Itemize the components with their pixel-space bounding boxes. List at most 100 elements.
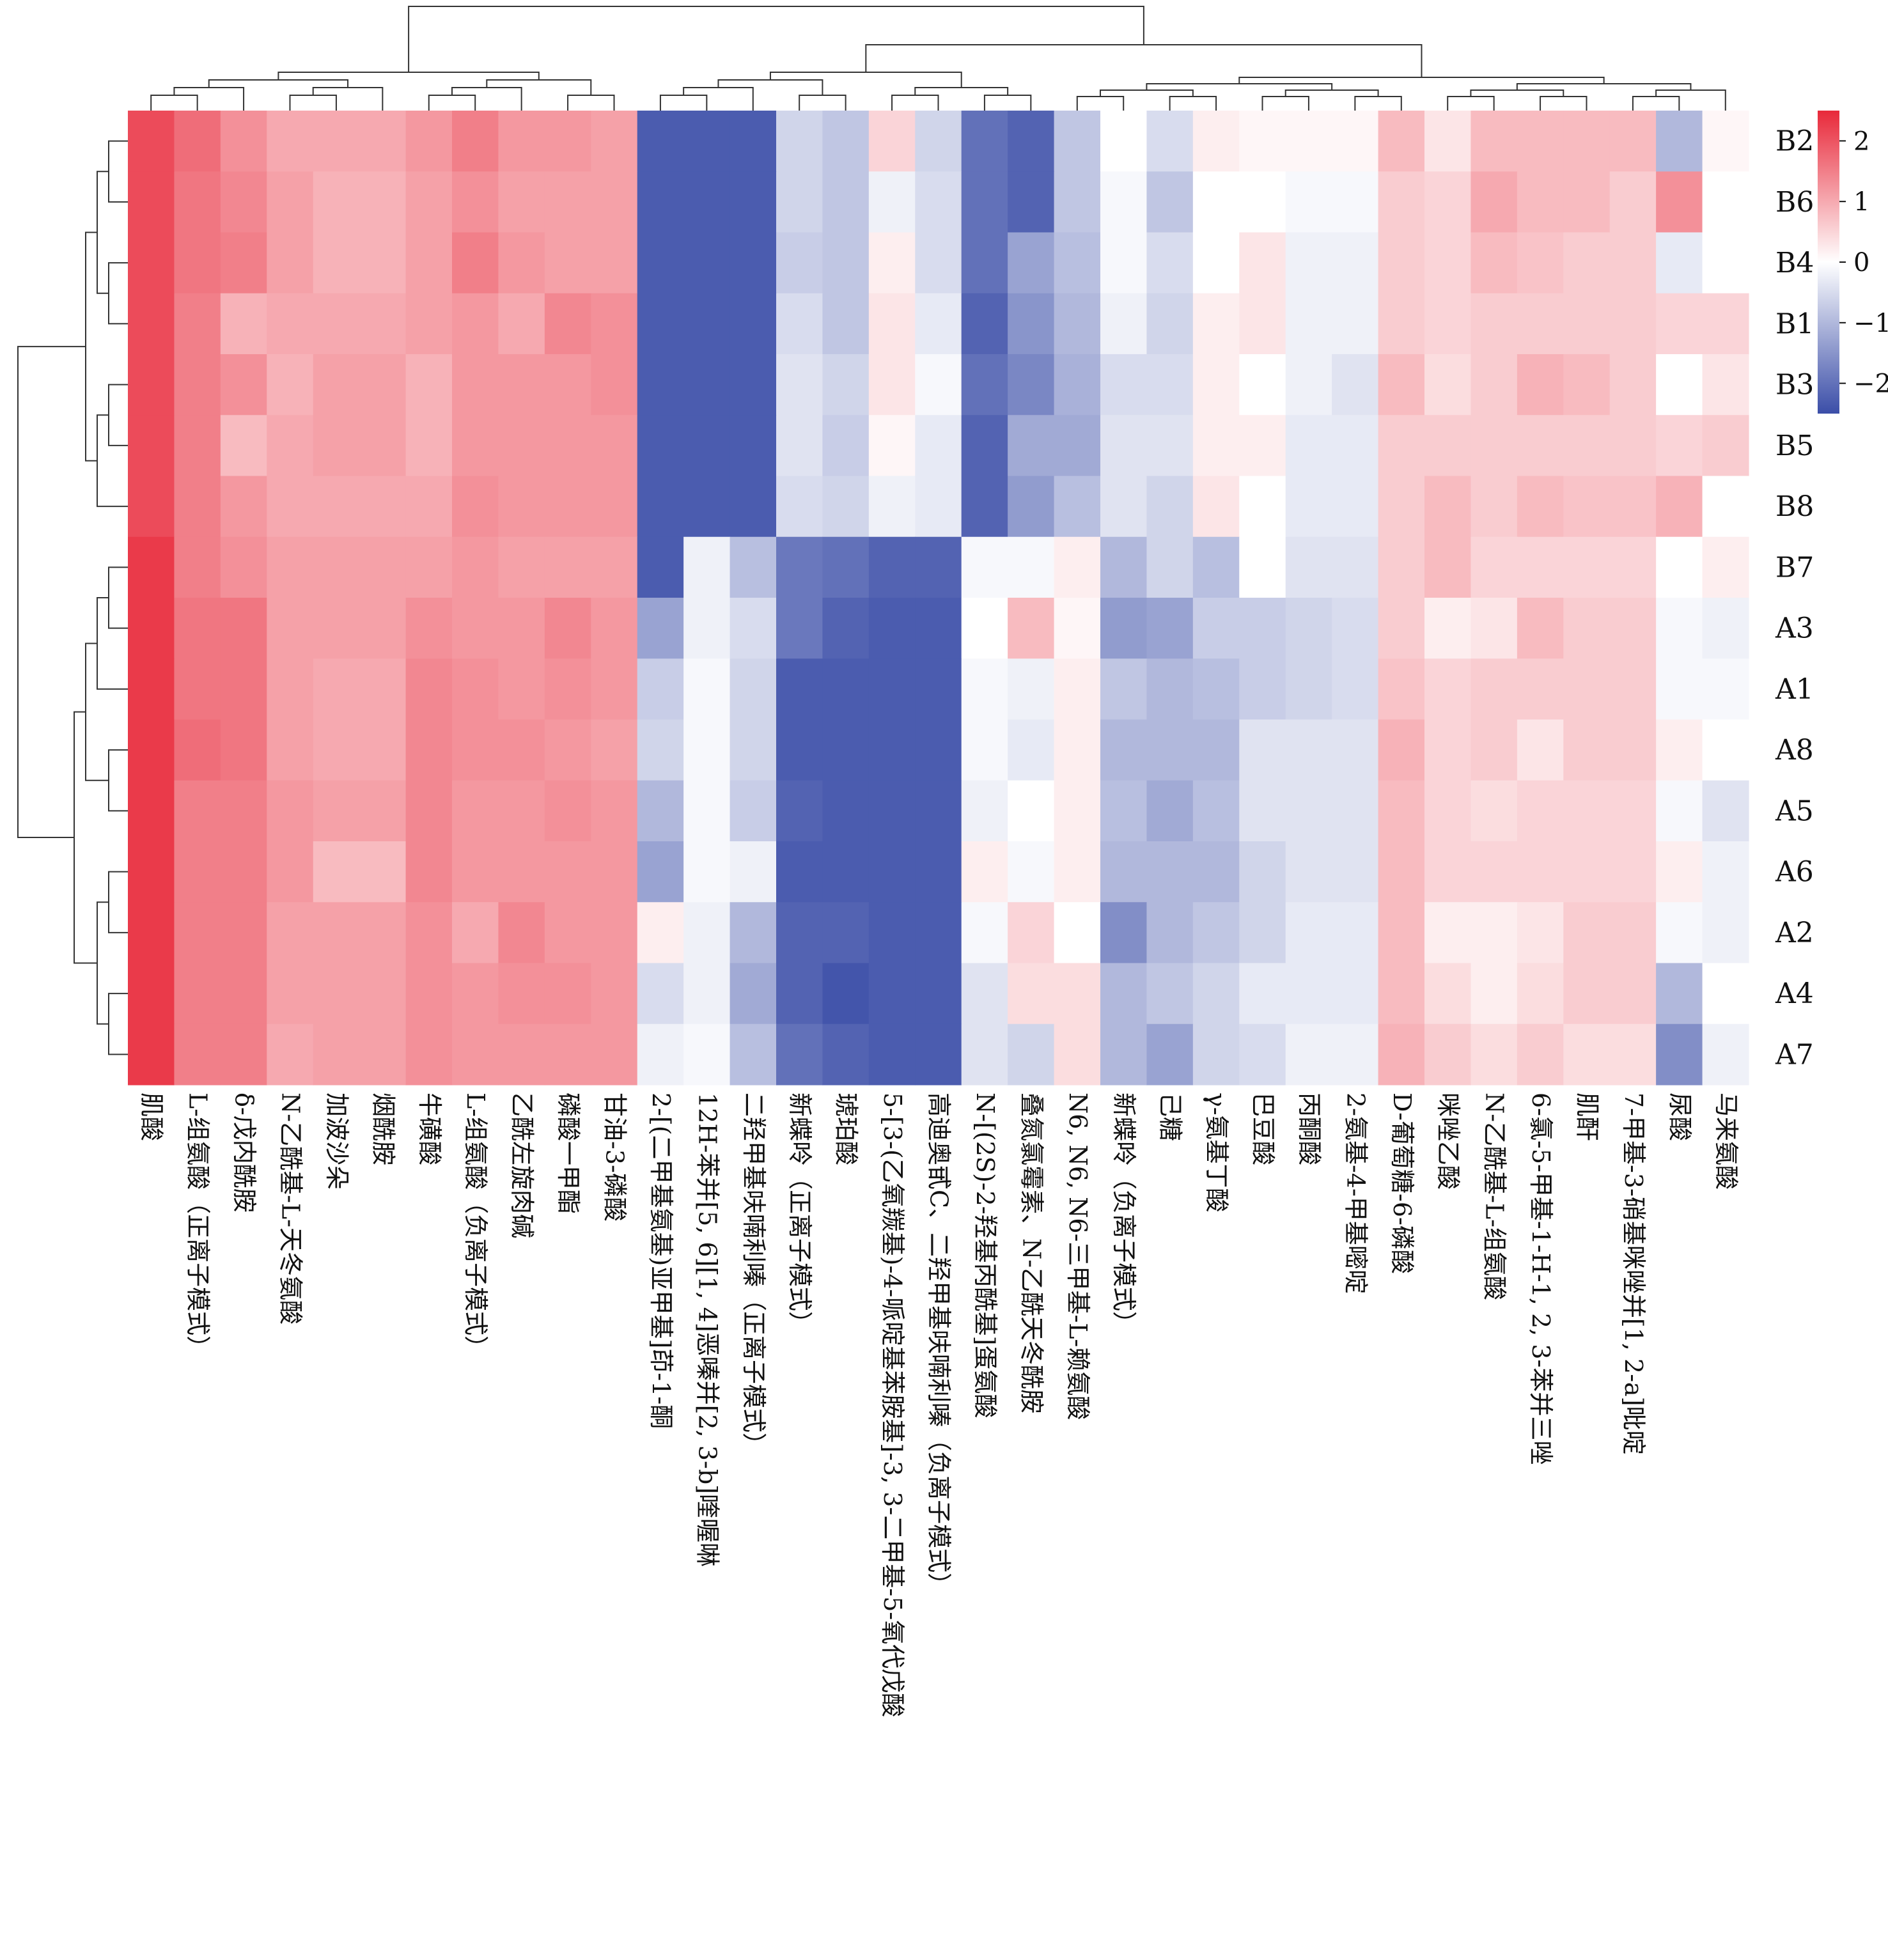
heatmap-cell bbox=[313, 1023, 360, 1085]
heatmap-cell bbox=[544, 232, 591, 294]
heatmap-cell bbox=[1424, 536, 1472, 598]
color-scale-tick-label: −2 bbox=[1853, 369, 1888, 399]
dendrogram-link bbox=[1470, 89, 1564, 97]
heatmap-cell bbox=[915, 354, 962, 416]
heatmap-cell bbox=[1192, 780, 1240, 842]
heatmap-cell bbox=[1192, 841, 1240, 903]
heatmap-cell bbox=[1285, 293, 1332, 355]
heatmap-cell bbox=[544, 902, 591, 964]
heatmap-cell bbox=[961, 902, 1008, 964]
heatmap-cell bbox=[174, 1023, 221, 1085]
heatmap-cell bbox=[1471, 354, 1518, 416]
heatmap-cell bbox=[1563, 293, 1611, 355]
heatmap-cell bbox=[1239, 658, 1286, 720]
color-scale-tick-label: 0 bbox=[1853, 248, 1869, 277]
row-label: B3 bbox=[1775, 369, 1814, 401]
heatmap-cell bbox=[1424, 841, 1472, 903]
heatmap-cell bbox=[1054, 232, 1101, 294]
heatmap-cell bbox=[1008, 111, 1055, 172]
heatmap-cell bbox=[1424, 476, 1472, 538]
heatmap-cell bbox=[359, 293, 407, 355]
heatmap-cell bbox=[1656, 780, 1703, 842]
heatmap-cell bbox=[128, 658, 175, 720]
heatmap-cell bbox=[174, 902, 221, 964]
heatmap-cell bbox=[683, 536, 731, 598]
heatmap-cell bbox=[961, 111, 1008, 172]
heatmap-cell bbox=[1192, 598, 1240, 659]
heatmap-cell bbox=[1378, 902, 1425, 964]
heatmap-cell bbox=[267, 902, 314, 964]
heatmap-cell bbox=[683, 841, 731, 903]
heatmap-cell bbox=[313, 658, 360, 720]
heatmap-cell bbox=[1332, 963, 1379, 1025]
heatmap-cell bbox=[220, 415, 267, 477]
heatmap-cell bbox=[1656, 536, 1703, 598]
dendrogram-link bbox=[85, 231, 97, 462]
heatmap-cell bbox=[822, 780, 870, 842]
heatmap-cell bbox=[544, 841, 591, 903]
heatmap-cell bbox=[1517, 1023, 1564, 1085]
heatmap-cell bbox=[544, 598, 591, 659]
heatmap-cell bbox=[128, 354, 175, 416]
heatmap-cell bbox=[1332, 658, 1379, 720]
heatmap-cell bbox=[1563, 111, 1611, 172]
column-label: N-[(2S)-2-羟基丙酰基]蛋氨酸 bbox=[971, 1093, 999, 1418]
heatmap-cell bbox=[1517, 111, 1564, 172]
heatmap-cell bbox=[1285, 354, 1332, 416]
heatmap-cell bbox=[961, 232, 1008, 294]
heatmap-cell bbox=[1100, 719, 1148, 781]
heatmap-cell bbox=[498, 780, 545, 842]
heatmap-cell bbox=[822, 902, 870, 964]
dendrogram-link bbox=[408, 6, 1144, 72]
heatmap-cell bbox=[313, 171, 360, 233]
column-label: 12H-苯并[5, 6][1, 4]恶嗪并[2, 3-b]喹喔啉 bbox=[693, 1093, 721, 1567]
heatmap-cell bbox=[683, 658, 731, 720]
dendrogram-link bbox=[1284, 89, 1379, 97]
heatmap-cell bbox=[1563, 963, 1611, 1025]
heatmap-cell bbox=[1332, 780, 1379, 842]
heatmap-cell bbox=[544, 963, 591, 1025]
heatmap-cell bbox=[729, 111, 777, 172]
heatmap-cell bbox=[868, 232, 916, 294]
heatmap-cell bbox=[1146, 171, 1194, 233]
heatmap-cell bbox=[1008, 719, 1055, 781]
heatmap-cell bbox=[128, 476, 175, 538]
heatmap-cell bbox=[961, 719, 1008, 781]
heatmap-cell bbox=[220, 354, 267, 416]
heatmap-cell bbox=[452, 536, 499, 598]
column-label: 7-甲基-3-硝基咪唑并[1, 2-a]吡啶 bbox=[1619, 1093, 1648, 1455]
heatmap-cell bbox=[1424, 902, 1472, 964]
heatmap-cell bbox=[1656, 476, 1703, 538]
heatmap-cell bbox=[1008, 1023, 1055, 1085]
heatmap-cell bbox=[267, 232, 314, 294]
heatmap-cell bbox=[776, 232, 823, 294]
heatmap-cell bbox=[1285, 598, 1332, 659]
column-label: 马来氨酸 bbox=[1712, 1093, 1740, 1190]
heatmap-cell bbox=[359, 232, 407, 294]
heatmap-cell bbox=[174, 963, 221, 1025]
row-label: B5 bbox=[1775, 430, 1814, 462]
row-labels: B2 B6 B4 B1 B3 B5 B8 B7 A3 A1 A8 A5 A6 A2 A4 A7 bbox=[1775, 125, 1814, 1071]
dendrogram-link bbox=[312, 87, 384, 111]
heatmap-cell bbox=[1378, 171, 1425, 233]
heatmap-cell bbox=[1192, 415, 1240, 477]
heatmap-cell bbox=[452, 476, 499, 538]
heatmap-cell bbox=[498, 476, 545, 538]
heatmap-cell bbox=[313, 415, 360, 477]
heatmap-cell bbox=[1378, 415, 1425, 477]
heatmap-cell bbox=[637, 1023, 684, 1085]
heatmap-cell bbox=[1609, 598, 1657, 659]
heatmap-cell bbox=[683, 902, 731, 964]
heatmap-cell bbox=[267, 476, 314, 538]
heatmap-cell bbox=[637, 841, 684, 903]
heatmap-cell bbox=[128, 902, 175, 964]
column-label: δ-戊内酰胺 bbox=[230, 1093, 258, 1213]
heatmap-cell bbox=[683, 354, 731, 416]
column-label: 巴豆酸 bbox=[1249, 1093, 1277, 1165]
heatmap-cell bbox=[267, 1023, 314, 1085]
heatmap-cell bbox=[1100, 841, 1148, 903]
heatmap-cell bbox=[1517, 719, 1564, 781]
heatmap-cell bbox=[267, 415, 314, 477]
heatmap-cell bbox=[544, 658, 591, 720]
heatmap-cell bbox=[1609, 841, 1657, 903]
